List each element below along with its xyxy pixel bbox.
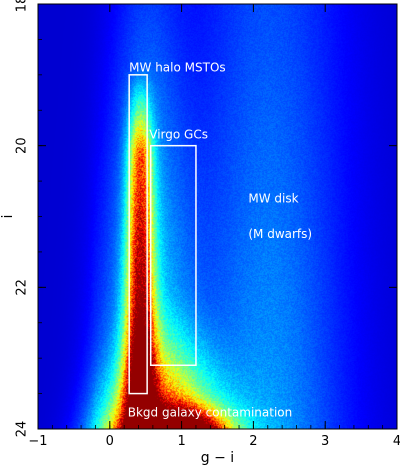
annotation-3: (M dwarfs) xyxy=(248,227,312,241)
x-tick-label: 3 xyxy=(321,434,329,449)
x-tick-label: 0 xyxy=(106,434,114,449)
annotation-2: MW disk xyxy=(248,191,298,205)
y-tick-label: 22 xyxy=(15,279,30,296)
x-tick-label: 1 xyxy=(177,434,185,449)
x-tick-label: 4 xyxy=(393,434,400,449)
x-tick-label: −1 xyxy=(28,434,47,449)
x-axis: −1 0 1 2 3 4 xyxy=(28,4,400,449)
plot-area xyxy=(38,4,397,429)
annotations: MW halo MSTOs Virgo GCs MW disk (M dwarfs) B… xyxy=(128,60,312,419)
density-heatmap xyxy=(38,4,397,429)
y-axis: 18 20 22 24 xyxy=(15,0,397,438)
y-tick-label: 20 xyxy=(15,137,30,154)
region-box-0 xyxy=(128,74,148,395)
annotation-4: Bkgd galaxy contamination xyxy=(128,405,292,419)
annotation-1: Virgo GCs xyxy=(149,128,208,142)
x-axis-title: g − i xyxy=(201,450,234,466)
region-box-1 xyxy=(149,144,197,366)
y-tick-label: 24 xyxy=(15,421,30,438)
y-tick-label: 18 xyxy=(15,0,30,12)
x-tick-label: 2 xyxy=(249,434,257,449)
region-boxes xyxy=(128,74,197,395)
y-axis-title: i xyxy=(0,215,16,219)
annotation-0: MW halo MSTOs xyxy=(129,60,225,74)
